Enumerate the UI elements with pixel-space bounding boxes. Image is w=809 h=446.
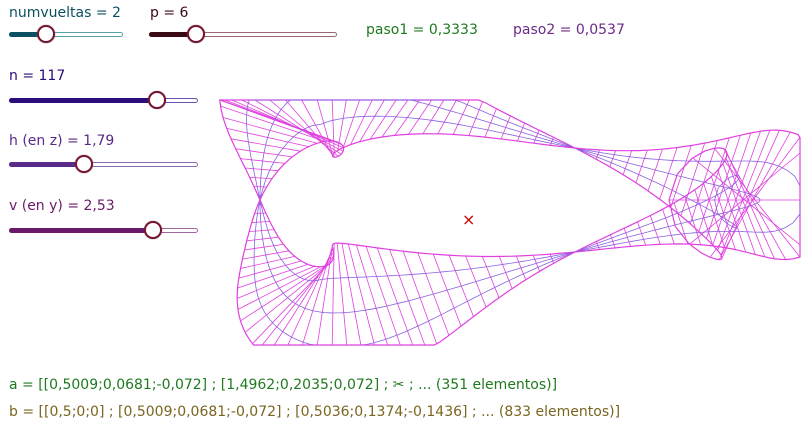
- mesh-rung: [381, 99, 409, 138]
- slider-fill: [9, 162, 84, 167]
- mesh-rung: [376, 247, 414, 346]
- mesh-rung: [437, 99, 457, 134]
- mesh-rung: [287, 248, 334, 346]
- mesh-rung: [301, 99, 334, 157]
- h-slider[interactable]: [9, 155, 198, 175]
- slider-knob[interactable]: [187, 25, 205, 43]
- slider-fill: [9, 32, 46, 37]
- mesh-curve: [236, 129, 801, 346]
- origin-x-mark-icon: ×: [462, 210, 476, 229]
- mesh-rung: [331, 99, 335, 154]
- mesh-rung: [452, 99, 470, 135]
- mesh-rung: [254, 99, 342, 155]
- numvueltas-slider[interactable]: [9, 25, 123, 45]
- mesh-rung: [285, 99, 336, 158]
- mesh-rung: [336, 243, 348, 346]
- mesh-rung: [709, 137, 801, 258]
- list-a-output: a = [[0,5009;0,0681;-0,072] ; [1,4962;0,…: [9, 377, 558, 393]
- mesh-rung: [341, 243, 362, 346]
- p-label: p = 6: [150, 5, 189, 21]
- slider-fill: [149, 32, 196, 37]
- h-label: h (en z) = 1,79: [9, 133, 115, 149]
- p-slider[interactable]: [149, 25, 337, 45]
- mesh-rung: [302, 246, 333, 346]
- mesh-rung: [219, 99, 333, 142]
- slider-knob[interactable]: [75, 155, 93, 173]
- mesh-rung: [220, 99, 338, 143]
- v-slider[interactable]: [9, 221, 198, 241]
- mesh-rung: [365, 246, 401, 346]
- paso2-value: paso2 = 0,0537: [513, 22, 625, 38]
- mesh-rung: [331, 243, 335, 346]
- mesh-rung: [369, 99, 397, 140]
- mesh-rung: [408, 99, 432, 135]
- mesh-rung: [316, 99, 334, 156]
- slider-knob[interactable]: [37, 25, 55, 43]
- v-label: v (en y) = 2,53: [9, 198, 115, 214]
- slider-knob[interactable]: [148, 91, 166, 109]
- mesh-rung: [422, 99, 445, 135]
- mesh-rung: [316, 244, 334, 346]
- n-slider[interactable]: [9, 91, 198, 111]
- mesh-rung: [692, 157, 801, 246]
- slider-fill: [9, 228, 153, 233]
- mesh-rung: [389, 249, 426, 346]
- mesh-rung: [347, 243, 375, 346]
- slider-knob[interactable]: [144, 221, 162, 239]
- paso1-value: paso1 = 0,3333: [366, 22, 478, 38]
- n-label: n = 117: [9, 68, 66, 84]
- list-b-output: b = [[0,5;0;0] ; [0,5009;0,0681;-0,072] …: [9, 404, 621, 420]
- mesh-curve: [259, 99, 761, 314]
- mesh-rung: [356, 244, 388, 346]
- slider-fill: [9, 98, 157, 103]
- mesh-rung: [342, 99, 360, 148]
- mesh-rung: [359, 99, 385, 143]
- mesh-rung: [689, 152, 801, 245]
- numvueltas-label: numvueltas = 2: [9, 5, 121, 21]
- mesh-rung: [350, 99, 373, 145]
